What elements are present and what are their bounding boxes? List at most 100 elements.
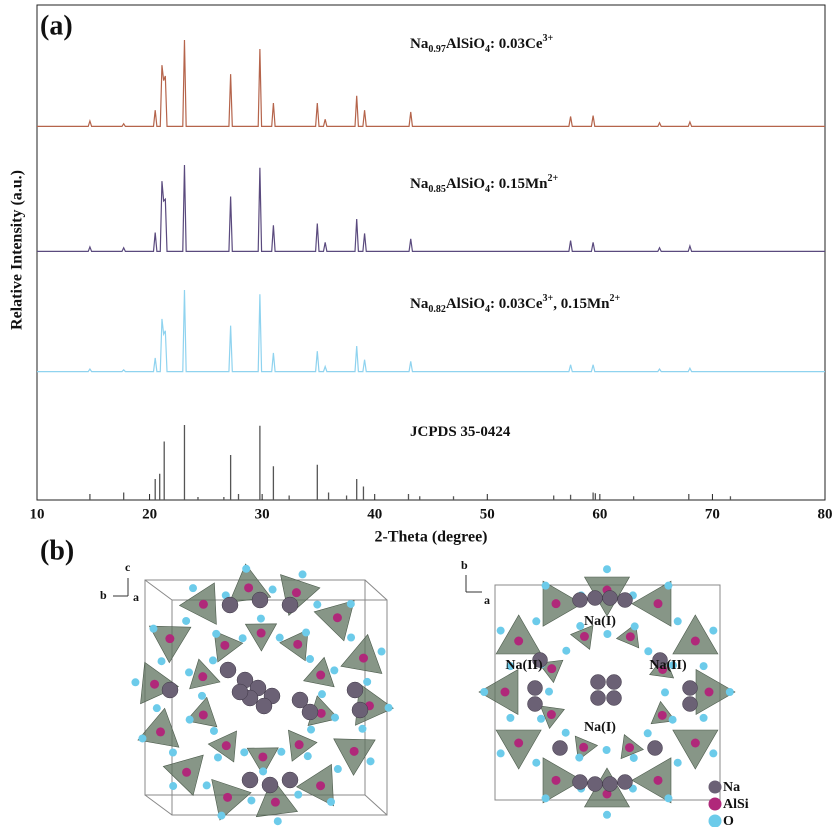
- label-part: AlSiO: [446, 296, 485, 312]
- na-atom: [573, 775, 588, 790]
- o-atom: [363, 678, 371, 686]
- na-atom: [603, 777, 618, 792]
- o-atom: [532, 759, 540, 767]
- x-tick-label: 60: [592, 506, 607, 522]
- axis-name: b: [461, 558, 468, 572]
- series-label: Na0.82AlSiO4: 0.03Ce3+, 0.15Mn2+: [410, 293, 620, 315]
- o-atom: [537, 715, 545, 723]
- o-atom: [603, 746, 611, 754]
- o-atom: [630, 754, 638, 762]
- y-axis-label: Relative Intensity (a.u.): [9, 170, 26, 330]
- o-atom: [189, 584, 197, 592]
- o-atom: [497, 749, 505, 757]
- label-part: : 0.03Ce: [490, 296, 543, 312]
- o-atom: [318, 690, 326, 698]
- alsi-atom: [580, 632, 589, 641]
- o-atom: [209, 656, 217, 664]
- alsi-atom: [271, 798, 280, 807]
- na-atom: [618, 593, 633, 608]
- o-atom: [182, 617, 190, 625]
- x-tick-label: 20: [142, 506, 157, 522]
- label-part: : 0.03Ce: [490, 36, 543, 52]
- alsi-atom: [705, 688, 714, 697]
- alsi-atom: [625, 743, 634, 752]
- o-atom: [575, 754, 583, 762]
- alsi-atom: [198, 672, 207, 681]
- o-atom: [198, 692, 206, 700]
- alsi-atom: [199, 710, 208, 719]
- label-part: 3+: [543, 33, 554, 44]
- alsi-atom: [333, 613, 342, 622]
- alsi-atom: [691, 637, 700, 646]
- o-atom: [304, 752, 312, 760]
- legend-marker: [709, 798, 722, 811]
- o-atom: [153, 704, 161, 712]
- axis-name: a: [484, 593, 490, 607]
- o-atom: [210, 727, 218, 735]
- alsi-atom: [552, 776, 561, 785]
- unit-cell: [365, 580, 387, 600]
- x-tick-label: 70: [705, 506, 720, 522]
- o-atom: [603, 565, 611, 573]
- o-atom: [242, 565, 250, 573]
- na-atom: [256, 698, 272, 714]
- na-atom: [683, 681, 698, 696]
- o-atom: [299, 570, 307, 578]
- o-atom: [169, 748, 177, 756]
- legend-label: Na: [723, 780, 740, 795]
- alsi-atom: [150, 680, 159, 689]
- o-atom: [212, 630, 220, 638]
- na-atom: [603, 591, 618, 606]
- alsi-atom: [658, 711, 667, 720]
- alsi-atom: [292, 588, 301, 597]
- o-atom: [661, 688, 669, 696]
- na-atom: [607, 675, 622, 690]
- o-atom: [138, 734, 146, 742]
- alsi-atom: [222, 741, 231, 750]
- unit-cell: [145, 795, 172, 815]
- label-part: Na: [410, 176, 429, 192]
- na-atom: [528, 681, 543, 696]
- o-atom: [674, 617, 682, 625]
- label-part: : 0.15Mn: [490, 176, 548, 192]
- o-atom: [674, 759, 682, 767]
- o-atom: [576, 622, 584, 630]
- o-atom: [669, 716, 677, 724]
- alsi-atom: [244, 583, 253, 592]
- na-atom: [528, 697, 543, 712]
- o-atom: [480, 688, 488, 696]
- o-atom: [203, 781, 211, 789]
- x-tick-label: 10: [30, 506, 45, 522]
- series-label: Na0.85AlSiO4: 0.15Mn2+: [410, 173, 559, 195]
- alsi-atom: [654, 599, 663, 608]
- na-atom: [607, 691, 622, 706]
- axis-name: a: [133, 590, 139, 604]
- panel-label: (b): [40, 535, 74, 566]
- na-atom: [588, 591, 603, 606]
- alsi-atom: [295, 740, 304, 749]
- label-part: 2+: [548, 173, 559, 184]
- na-atom: [282, 772, 298, 788]
- alsi-atom: [626, 632, 635, 641]
- alsi-atom: [654, 776, 663, 785]
- o-atom: [276, 634, 284, 642]
- na-atom: [553, 741, 568, 756]
- panel-label: (a): [40, 10, 73, 41]
- label-part: AlSiO: [446, 36, 485, 52]
- na-atom: [347, 682, 363, 698]
- series-label: JCPDS 35-0424: [410, 424, 511, 440]
- na-atom: [591, 691, 606, 706]
- figure: (a) 2-Theta (degree) Relative Intensity …: [0, 0, 834, 827]
- site-label: Na(I): [584, 720, 616, 735]
- o-atom: [307, 726, 315, 734]
- alsi-atom: [579, 743, 588, 752]
- alsi-atom: [359, 654, 368, 663]
- o-atom: [664, 794, 672, 802]
- o-atom: [631, 622, 639, 630]
- o-atom: [131, 678, 139, 686]
- label-part: 0.97: [428, 44, 446, 55]
- legend-marker: [709, 781, 722, 794]
- o-atom: [239, 634, 247, 642]
- o-atom: [334, 765, 342, 773]
- o-atom: [367, 757, 375, 765]
